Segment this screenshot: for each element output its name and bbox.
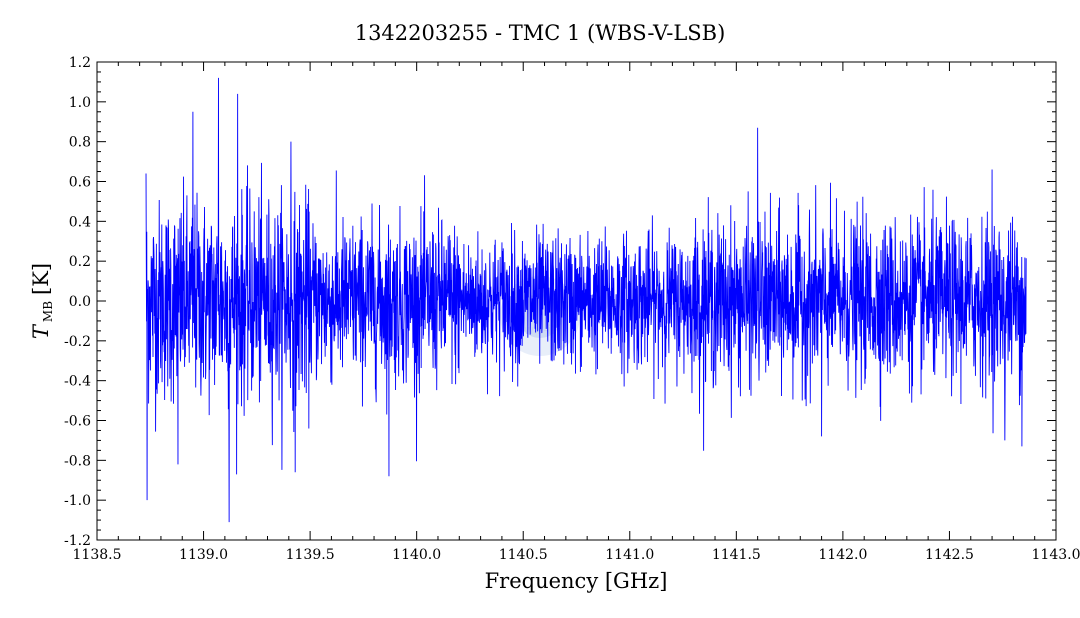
y-tick-label: 0.8	[69, 135, 91, 151]
x-tick-label: 1139.0	[179, 547, 228, 563]
y-tick-label: -0.6	[64, 414, 91, 430]
y-tick-label: -0.4	[64, 374, 91, 390]
x-tick-label: 1139.5	[286, 547, 335, 563]
x-tick-label: 1142.0	[818, 547, 867, 563]
axis-ticks: 1138.5 1139.0 1139.5 1140.0 1140.5 1141.0 1141…	[64, 55, 1080, 563]
y-tick-label: 0.6	[69, 175, 91, 191]
x-axis-label: Frequency [GHz]	[485, 569, 668, 593]
y-tick-label: -1.2	[64, 533, 91, 549]
y-axis-label-sub: MB	[41, 301, 55, 322]
x-tick-label: 1143.0	[1032, 547, 1080, 563]
y-tick-label: 0.4	[69, 214, 91, 230]
y-axis-label-unit: [K]	[29, 263, 53, 295]
series-group	[145, 77, 1027, 523]
x-tick-label: 1141.0	[605, 547, 654, 563]
y-tick-label: -0.8	[64, 453, 91, 469]
spectrum-line	[145, 77, 1027, 523]
y-tick-label: 0.0	[69, 294, 91, 310]
x-tick-label: 1142.5	[925, 547, 974, 563]
y-axis-label: TMB [K]	[29, 263, 55, 339]
y-tick-label: 1.2	[69, 55, 91, 71]
y-tick-label: 0.2	[69, 254, 91, 270]
chart-title: 1342203255 - TMC 1 (WBS-V-LSB)	[355, 21, 726, 45]
y-tick-label: -1.0	[64, 493, 91, 509]
x-tick-label: 1140.0	[392, 547, 441, 563]
y-tick-label: 1.0	[69, 95, 91, 111]
x-tick-label: 1138.5	[73, 547, 122, 563]
x-tick-label: 1140.5	[499, 547, 548, 563]
x-tick-label: 1141.5	[712, 547, 761, 563]
y-tick-label: -0.2	[64, 334, 91, 350]
y-axis-label-main: T	[29, 323, 53, 339]
